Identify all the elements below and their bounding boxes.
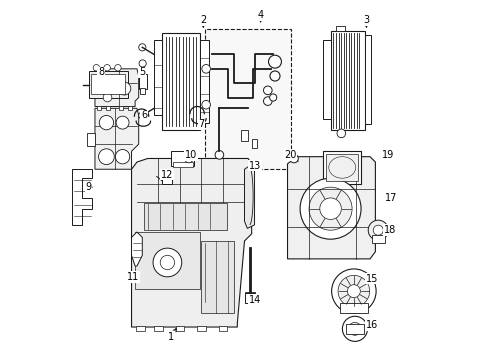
- Circle shape: [202, 64, 210, 73]
- Circle shape: [99, 116, 113, 130]
- Circle shape: [118, 82, 131, 95]
- Bar: [335, 26, 344, 31]
- Polygon shape: [72, 169, 92, 225]
- Text: 18: 18: [383, 225, 395, 235]
- Polygon shape: [131, 158, 251, 327]
- Bar: [88, 71, 128, 98]
- Circle shape: [139, 60, 146, 67]
- Bar: [106, 106, 110, 110]
- Bar: [87, 134, 95, 146]
- Bar: [127, 106, 132, 110]
- Polygon shape: [131, 232, 142, 266]
- Bar: [251, 139, 257, 148]
- Bar: [241, 130, 247, 140]
- Circle shape: [184, 154, 193, 163]
- Bar: [197, 326, 205, 331]
- Text: 11: 11: [127, 272, 139, 282]
- Circle shape: [337, 275, 369, 307]
- Bar: [201, 241, 233, 313]
- Bar: [244, 293, 255, 303]
- Circle shape: [139, 44, 145, 51]
- Text: 13: 13: [248, 161, 261, 171]
- Bar: [339, 303, 367, 314]
- Polygon shape: [244, 166, 254, 228]
- Text: 17: 17: [385, 193, 397, 203]
- Circle shape: [263, 97, 271, 105]
- Bar: [172, 162, 192, 167]
- Circle shape: [289, 154, 298, 163]
- Circle shape: [300, 178, 360, 239]
- Circle shape: [263, 86, 271, 95]
- Circle shape: [367, 220, 387, 240]
- Bar: [218, 326, 227, 331]
- Bar: [136, 326, 144, 331]
- Circle shape: [269, 71, 280, 81]
- Polygon shape: [95, 69, 139, 107]
- Circle shape: [346, 285, 360, 298]
- Bar: [135, 232, 199, 289]
- Bar: [175, 326, 184, 331]
- Bar: [154, 40, 162, 116]
- Circle shape: [372, 225, 383, 235]
- Text: 7: 7: [198, 120, 204, 129]
- Circle shape: [93, 64, 100, 71]
- Bar: [162, 33, 199, 130]
- Bar: [204, 30, 290, 169]
- Circle shape: [103, 93, 112, 102]
- Bar: [323, 151, 360, 184]
- Circle shape: [115, 64, 121, 71]
- Circle shape: [348, 322, 361, 335]
- Text: 16: 16: [365, 320, 377, 330]
- Text: 5: 5: [139, 67, 145, 77]
- Circle shape: [104, 64, 110, 71]
- Text: 2: 2: [200, 15, 206, 26]
- Bar: [171, 151, 194, 166]
- Bar: [154, 326, 163, 331]
- Text: 8: 8: [98, 67, 104, 77]
- Circle shape: [308, 187, 351, 230]
- Text: 9: 9: [85, 182, 91, 192]
- Text: 15: 15: [365, 274, 377, 284]
- Bar: [330, 31, 364, 130]
- Bar: [364, 35, 370, 125]
- Bar: [144, 203, 226, 230]
- Circle shape: [342, 316, 367, 341]
- Text: 4: 4: [257, 10, 263, 20]
- Circle shape: [116, 116, 129, 129]
- Text: 3: 3: [363, 15, 369, 26]
- Circle shape: [215, 150, 223, 159]
- Circle shape: [99, 149, 114, 165]
- Bar: [325, 154, 357, 181]
- Circle shape: [153, 248, 182, 277]
- Bar: [162, 177, 172, 184]
- Circle shape: [268, 55, 281, 68]
- Text: 19: 19: [381, 150, 393, 160]
- Text: 1: 1: [167, 332, 174, 342]
- Bar: [91, 74, 125, 94]
- Circle shape: [331, 269, 375, 314]
- Bar: [323, 40, 330, 119]
- Bar: [140, 88, 145, 94]
- Bar: [371, 235, 385, 243]
- Polygon shape: [95, 108, 139, 169]
- Bar: [346, 324, 363, 334]
- Circle shape: [139, 112, 145, 119]
- Text: 14: 14: [248, 295, 261, 305]
- Text: 12: 12: [161, 170, 173, 180]
- Text: 6: 6: [141, 111, 147, 121]
- Polygon shape: [287, 157, 375, 259]
- Text: 10: 10: [184, 150, 197, 160]
- Bar: [139, 74, 146, 89]
- Bar: [119, 106, 122, 110]
- Text: 20: 20: [284, 150, 296, 160]
- Circle shape: [202, 100, 210, 109]
- Circle shape: [319, 198, 341, 220]
- Circle shape: [160, 255, 174, 270]
- Bar: [97, 106, 101, 110]
- Bar: [199, 40, 208, 123]
- Circle shape: [336, 129, 345, 138]
- Circle shape: [115, 149, 129, 164]
- Circle shape: [269, 94, 276, 101]
- Circle shape: [100, 81, 115, 96]
